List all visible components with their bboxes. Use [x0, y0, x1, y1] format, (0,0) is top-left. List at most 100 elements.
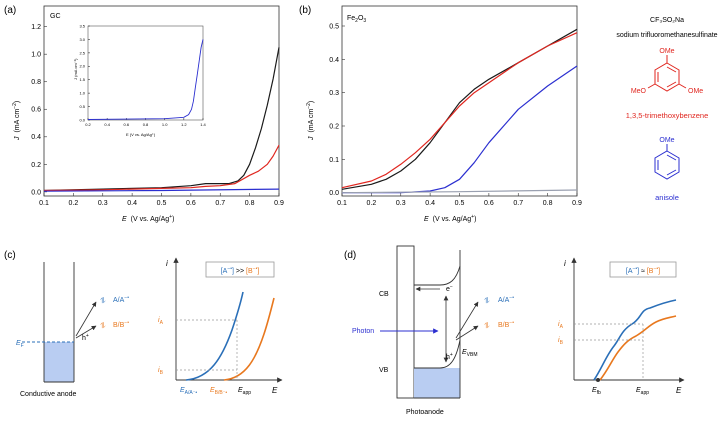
x-tick-label: 0.5 [455, 200, 465, 207]
y-tick-label: 1.2 [31, 24, 41, 31]
x-tick-label: 0.9 [274, 200, 284, 207]
legend-salt-name: sodium trifluoromethanesulfinate [616, 32, 717, 39]
chart-a-inset-ylabel: J (mA cm⁻²) [73, 58, 78, 80]
legend: CF₃SO₂Na sodium trifluoromethanesulfinat… [616, 17, 717, 202]
x-tick-label: 0.6 [186, 200, 196, 207]
series-line [43, 144, 280, 192]
c-curve-a [185, 291, 244, 381]
x-tick-label: 0.6 [484, 200, 494, 207]
d-axis-E: E [676, 386, 682, 395]
y-tick-label: 0.6 [31, 107, 41, 114]
y-tick-label: 0.5 [79, 104, 85, 109]
tmb-ome-left: MeO [631, 88, 647, 95]
y-tick-label: 1.0 [31, 52, 41, 59]
c-caption: Conductive anode [20, 391, 77, 398]
series-line [342, 65, 578, 194]
d-cb: CB [379, 291, 389, 298]
chart-a-inset-series [87, 39, 204, 120]
y-tick-label: 0.2 [329, 123, 339, 130]
x-tick-label: 0.6 [124, 122, 130, 127]
x-tick-label: 1.4 [200, 122, 206, 127]
d-couple-a: A/A−• [498, 295, 514, 304]
y-tick-label: 0.4 [329, 57, 339, 64]
y-tick-label: 3.0 [79, 37, 85, 42]
x-tick-label: 0.2 [85, 122, 91, 127]
tmb-name: 1,3,5-trimethoxybenzene [626, 111, 709, 120]
chart-a-inset-xlabel: E (V vs. Ag/Ag⁺) [126, 132, 156, 137]
series-line [87, 39, 204, 120]
c-electrode-fill [44, 342, 74, 382]
x-tick-label: 0.4 [104, 122, 110, 127]
x-tick-label: 0.8 [143, 122, 149, 127]
x-tick-label: 0.5 [157, 200, 167, 207]
c-iA: iA [158, 317, 164, 326]
c-electron-pair-b: ⥮ [99, 321, 106, 330]
d-electron: e− [446, 284, 453, 293]
y-tick-label: 1.0 [79, 91, 85, 96]
c-iB: iB [158, 367, 164, 376]
d-evbm: EVBM [462, 349, 478, 358]
d-electron-pair-b: ⥮ [483, 321, 490, 330]
chart-a: GC 0.00.20.40.60.81.01.2 0.1 0.2 0.3 0.4 0.5… [12, 5, 284, 223]
c-couple-a: A/A−• [113, 295, 129, 304]
chart-a-xticks: 0.1 0.2 0.3 0.4 0.5 0.6 0.7 0.8 0.9 [39, 193, 284, 207]
panel-c-label: (c) [4, 250, 16, 261]
d-vb: VB [379, 367, 389, 374]
series-line [341, 189, 578, 194]
d-band-diagram: CB VB Photon e− h+ EVBM ⥮ ⥮ A/A−• B/B−• … [352, 245, 514, 416]
x-tick-label: 0.1 [39, 200, 49, 207]
x-tick-label: 0.4 [425, 200, 435, 207]
panel-a-label: (a) [4, 5, 16, 16]
chart-b-yticks: 0.0 0.1 0.2 0.3 0.4 0.5 [329, 23, 345, 197]
y-tick-label: 3.5 [79, 23, 85, 28]
anisole-name: anisole [655, 193, 679, 202]
c-axis-i: i [166, 259, 168, 268]
d-condition-box [609, 261, 677, 278]
chart-a-inset-xticks: 0.2 0.4 0.6 0.8 1.0 1.2 1.4 [85, 118, 207, 127]
anisole-structure [654, 144, 680, 180]
chart-a-inset: 0.0 0.5 1.0 1.5 2.0 2.5 3.0 3.5 0.2 0.4 0.6 0.8 1.0… [73, 23, 207, 137]
chart-a-series [43, 47, 280, 192]
d-couple-b: B/B−• [498, 320, 514, 329]
d-efb: Efb [592, 387, 601, 396]
tmb-structure [647, 55, 687, 92]
x-tick-label: 1.2 [181, 122, 187, 127]
chart-a-xlabel: E (V vs. Ag/Ag+) [122, 214, 174, 223]
y-tick-label: 1.5 [79, 77, 85, 82]
x-tick-label: 1.0 [162, 122, 168, 127]
c-axis-E: E [272, 386, 278, 395]
y-tick-label: 2.5 [79, 50, 85, 55]
y-tick-label: 0.0 [79, 117, 85, 122]
panel-d-label: (d) [344, 250, 356, 261]
series-line [341, 32, 578, 189]
y-tick-label: 0.8 [31, 79, 41, 86]
x-tick-label: 0.1 [337, 200, 347, 207]
c-iv-sketch: [A−•] >> [B−•] i E iA iB EA/A⁻• EB/B⁻• E… [158, 257, 283, 396]
d-curve-b [599, 315, 677, 381]
c-condition: [A−•] >> [B−•] [221, 266, 260, 275]
chart-b-xlabel: E (V vs. Ag/Ag+) [424, 214, 476, 223]
x-tick-label: 0.2 [69, 200, 79, 207]
c-eapp: Eapp [238, 387, 251, 396]
x-tick-label: 0.7 [215, 200, 225, 207]
chart-b-xticks: 0.1 0.2 0.3 0.4 0.5 0.6 0.7 0.8 0.9 [337, 193, 582, 207]
tmb-ome-right: OMe [688, 88, 703, 95]
chart-a-inset-frame [87, 25, 204, 121]
d-iB: iB [558, 337, 564, 346]
d-electron-pair-a: ⥮ [483, 296, 490, 305]
y-tick-label: 0.0 [31, 189, 41, 196]
d-iA: iA [558, 321, 564, 330]
y-tick-label: 0.2 [31, 162, 41, 169]
y-tick-label: 0.5 [329, 23, 339, 30]
d-eapp: Eapp [636, 387, 649, 396]
chart-b-series [341, 28, 578, 194]
anisole-ome: OMe [659, 137, 674, 144]
x-tick-label: 0.3 [98, 200, 108, 207]
c-eB: EB/B⁻• [210, 387, 227, 396]
d-vb-fill [414, 368, 460, 398]
d-axis-i: i [564, 259, 566, 268]
chart-b-electrode: Fe2O3 [347, 15, 366, 24]
series-line [341, 28, 578, 190]
x-tick-label: 0.8 [245, 200, 255, 207]
d-photon: Photon [352, 328, 374, 335]
